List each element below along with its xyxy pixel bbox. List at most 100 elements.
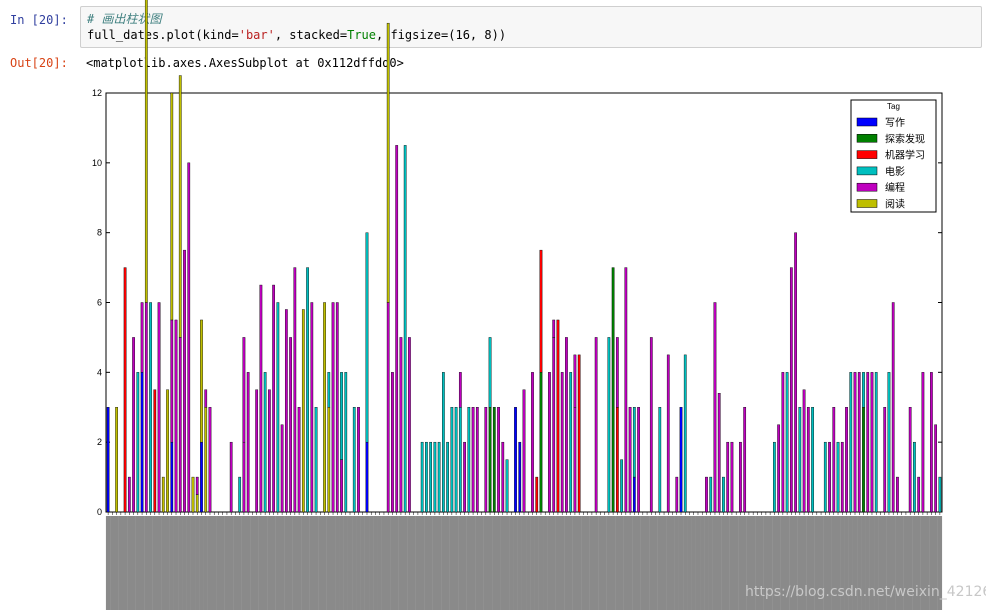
bar-segment xyxy=(395,145,399,513)
bar-segment xyxy=(488,337,492,408)
x-tick-label xyxy=(470,516,476,610)
output-prompt: Out[20]: xyxy=(10,56,68,70)
x-tick-label xyxy=(653,516,658,610)
x-tick-label xyxy=(509,516,514,610)
legend-swatch xyxy=(856,166,878,176)
x-tick-label xyxy=(886,516,892,610)
x-tick-label xyxy=(233,516,238,610)
x-tick-label xyxy=(105,516,111,610)
x-tick-label xyxy=(619,516,624,610)
x-tick-label xyxy=(823,516,828,610)
x-tick-label xyxy=(500,516,505,610)
bar-segment xyxy=(255,389,259,513)
x-tick-label xyxy=(135,516,141,610)
bar-segment xyxy=(115,407,118,513)
x-tick-label xyxy=(288,516,293,610)
x-tick-label xyxy=(810,516,815,610)
x-tick-label xyxy=(318,516,323,610)
bar-segment xyxy=(327,372,331,408)
bar-segment xyxy=(908,407,912,513)
x-tick-label xyxy=(199,516,204,610)
code-cell[interactable]: # 画出柱状图 full_dates.plot(kind='bar', stac… xyxy=(80,6,982,48)
x-tick-label xyxy=(657,516,662,610)
x-tick-label xyxy=(615,516,620,610)
x-tick-label xyxy=(865,516,870,610)
code-tuple: (16, 8) xyxy=(448,28,499,42)
x-tick-label xyxy=(755,516,760,610)
bar-segment xyxy=(594,337,598,513)
x-tick-label xyxy=(797,516,803,610)
bar-segment xyxy=(917,476,921,513)
bar-segment xyxy=(870,372,874,513)
bar-segment xyxy=(832,407,836,513)
bar-segment xyxy=(200,319,203,443)
bar-segment xyxy=(268,389,271,513)
x-tick-label xyxy=(844,516,849,610)
x-tick-label xyxy=(831,516,836,610)
code-close: ) xyxy=(498,28,507,42)
bar-segment xyxy=(437,441,441,513)
bar-segment xyxy=(178,337,182,513)
x-tick-label xyxy=(364,516,370,610)
x-tick-label xyxy=(589,516,595,610)
x-tick-label xyxy=(475,516,480,610)
bar-segment xyxy=(161,476,165,513)
x-tick-label xyxy=(806,516,811,610)
x-tick-label xyxy=(479,516,484,610)
bar-segment xyxy=(828,441,831,513)
x-tick-label xyxy=(869,516,875,610)
x-tick-label xyxy=(568,516,573,610)
bar-segment xyxy=(785,372,789,513)
bar-segment xyxy=(123,267,127,513)
bar-segment xyxy=(170,92,174,321)
x-tick-label xyxy=(424,516,429,610)
y-tick-label: 2 xyxy=(97,437,102,447)
x-tick-label xyxy=(801,516,807,610)
y-tick-label: 4 xyxy=(97,367,102,377)
x-tick-label xyxy=(301,516,306,610)
bar-segment xyxy=(934,424,938,513)
x-tick-label xyxy=(483,516,489,610)
bar-segment xyxy=(403,145,407,513)
x-tick-label xyxy=(241,516,247,610)
bar-segment xyxy=(615,407,619,513)
x-tick-label xyxy=(857,516,862,610)
x-tick-label xyxy=(513,516,518,610)
y-tick-label: 8 xyxy=(97,228,102,238)
x-tick-label xyxy=(504,516,510,610)
bar-segment xyxy=(573,354,577,408)
x-tick-label xyxy=(640,516,646,610)
x-tick-label xyxy=(585,516,590,610)
x-tick-label xyxy=(649,516,654,610)
bar-segment xyxy=(344,372,348,513)
bar-segment xyxy=(497,407,500,513)
bar-segment xyxy=(242,441,246,513)
bar-segment xyxy=(183,249,186,513)
legend-label: 阅读 xyxy=(885,198,905,211)
bar-segment xyxy=(607,337,611,513)
x-tick-label xyxy=(275,516,281,610)
bar-segment xyxy=(284,309,288,513)
x-tick-label xyxy=(708,516,713,610)
x-tick-label xyxy=(929,516,934,610)
bar-segment xyxy=(195,476,199,495)
bar-segment xyxy=(862,407,865,513)
bar-segment xyxy=(611,267,615,513)
x-tick-label xyxy=(695,516,701,610)
x-tick-label xyxy=(428,516,433,610)
bar-segment xyxy=(539,249,543,373)
bar-segment xyxy=(632,407,636,478)
bar-segment xyxy=(140,302,144,373)
x-tick-label xyxy=(623,516,629,610)
x-tick-label xyxy=(852,516,858,610)
legend-swatch xyxy=(856,150,878,159)
x-tick-label xyxy=(903,516,909,610)
x-tick-label xyxy=(122,516,128,610)
y-tick-label: 12 xyxy=(92,88,102,98)
bar-segment xyxy=(637,407,640,513)
legend-label: 电影 xyxy=(885,165,905,178)
bar-segment xyxy=(666,354,670,513)
x-tick-label xyxy=(721,516,726,610)
bar-segment xyxy=(522,389,526,513)
bar-segment xyxy=(229,441,233,513)
